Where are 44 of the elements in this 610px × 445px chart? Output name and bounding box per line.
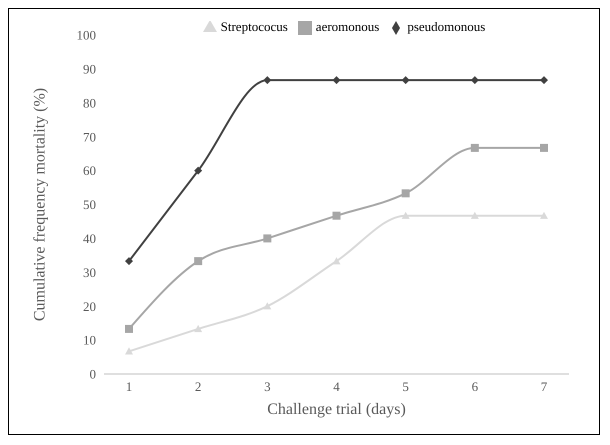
point (470, 144, 479, 152)
point (540, 76, 548, 84)
point (332, 257, 340, 264)
y-tick-label: 80 (83, 95, 96, 110)
point (540, 144, 548, 152)
x-tick-label: 3 (264, 379, 271, 394)
x-tick-label: 2 (194, 379, 202, 394)
y-tick-label: 30 (83, 264, 96, 280)
point (194, 166, 202, 175)
y-tick-label: 40 (83, 231, 96, 246)
y-tick-label: 20 (83, 298, 96, 314)
x-tick-label: 6 (472, 379, 479, 394)
y-tick-label: 50 (83, 197, 96, 212)
point (402, 212, 410, 219)
point (332, 212, 340, 220)
x-tick-label: 1 (126, 379, 132, 394)
point (402, 76, 410, 84)
x-tick-label: 5 (402, 379, 409, 394)
y-tick-label: 0 (90, 366, 96, 382)
point (332, 76, 340, 84)
legend-label: pseudomonous (407, 19, 486, 34)
point (125, 257, 133, 266)
x-tick-label: 7 (540, 379, 548, 394)
point (263, 302, 272, 310)
x-tick-label: 4 (333, 379, 340, 394)
y-tick-label: 90 (83, 62, 96, 77)
point (402, 189, 410, 198)
point (470, 212, 479, 219)
legend-label: aeromonous (316, 19, 380, 34)
y-tick-label: 100 (76, 28, 96, 43)
legend-label: Streptococus (220, 19, 288, 34)
y-tick-label: 60 (83, 163, 96, 178)
y-axis-title: Cumulative frequency mortality (%) (32, 88, 49, 322)
point (194, 257, 202, 266)
y-tick-label: 10 (83, 332, 96, 348)
point (263, 234, 272, 242)
point (263, 76, 272, 84)
x-axis-title: Challenge trial (days) (267, 401, 406, 418)
point (125, 347, 133, 354)
y-tick-label: 70 (83, 129, 96, 144)
point (194, 324, 202, 332)
point (540, 212, 548, 219)
point (125, 324, 133, 333)
point (470, 76, 479, 84)
